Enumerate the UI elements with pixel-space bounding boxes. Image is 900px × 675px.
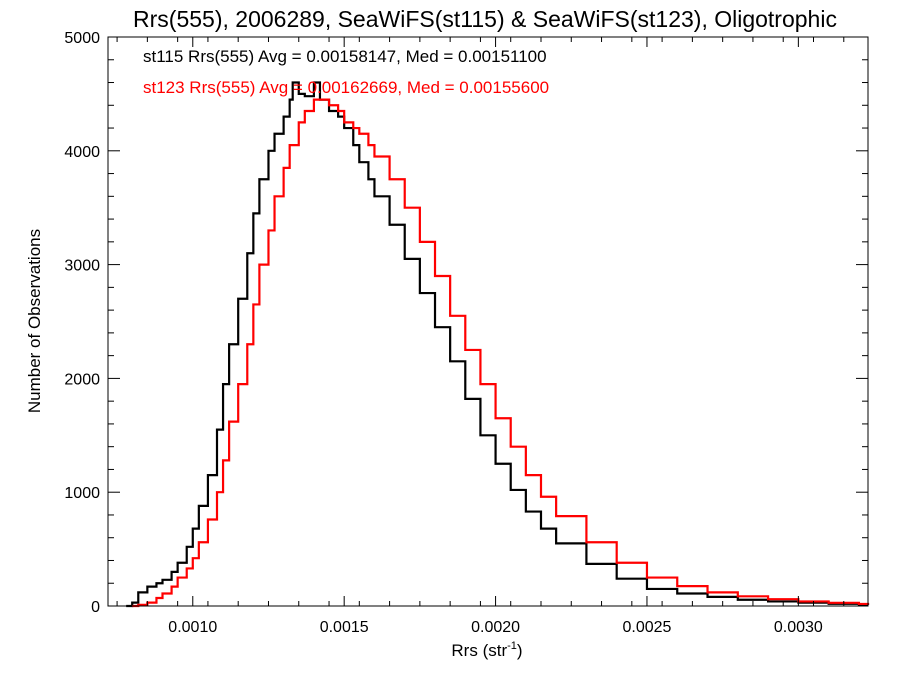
x-tick-label: 0.0015: [320, 619, 369, 636]
x-axis-title: Rrs (str-1): [451, 640, 522, 660]
y-tick-label: 1000: [64, 485, 100, 502]
x-tick-label: 0.0010: [168, 619, 217, 636]
x-axis: 0.0010 0.0015 0.0020 0.0025 0.0030: [116, 37, 845, 636]
plot-frame: [107, 36, 869, 607]
x-tick-label: 0.0030: [774, 619, 823, 636]
y-tick-label: 2000: [64, 371, 100, 388]
y-tick-label: 4000: [64, 144, 100, 161]
chart-title: Rrs(555), 2006289, SeaWiFS(st115) & SeaW…: [133, 6, 837, 32]
x-tick-label: 0.0020: [471, 619, 520, 636]
series-line-st115: [126, 81, 870, 608]
series-group: [126, 81, 870, 608]
y-tick-label: 0: [91, 599, 100, 616]
annotation-st123: st123 Rrs(555) Avg = 0.00162669, Med = 0…: [143, 78, 549, 97]
x-axis-title-close: ): [517, 641, 523, 660]
annotation-st115: st115 Rrs(555) Avg = 0.00158147, Med = 0…: [143, 47, 547, 66]
x-tick-label: 0.0025: [622, 619, 671, 636]
plot-area: 0.0010 0.0015 0.0020 0.0025 0.0030 0 1000 2000…: [64, 30, 870, 636]
y-tick-label: 5000: [64, 30, 100, 47]
y-axis-title: Number of Observations: [25, 229, 44, 413]
x-axis-title-superscript: -1: [507, 640, 517, 652]
x-axis-title-main: Rrs (str: [451, 641, 507, 660]
y-tick-label: 3000: [64, 258, 100, 275]
series-line-st123: [132, 98, 870, 608]
y-axis: 0 1000 2000 3000 4000 5000: [64, 30, 868, 616]
